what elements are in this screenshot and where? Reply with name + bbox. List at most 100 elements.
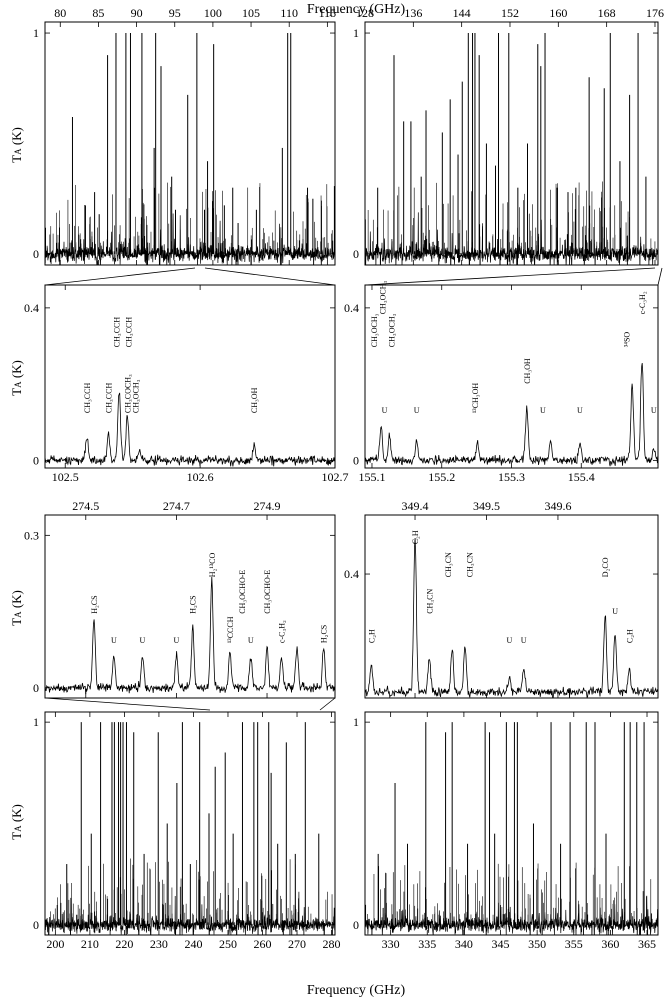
line-id-label: U xyxy=(140,636,146,645)
x-tick-label: 365 xyxy=(638,937,656,951)
y-tick-label: 1 xyxy=(353,26,359,40)
x-tick-label: 155.4 xyxy=(568,470,595,484)
x-tick-label: 349.6 xyxy=(544,499,571,513)
zoom-connector-lines xyxy=(44,267,663,711)
line-id-label: CH₃OH xyxy=(523,358,532,384)
x-tick-label: 155.1 xyxy=(358,470,385,484)
plot-area xyxy=(45,576,335,695)
plot-area xyxy=(45,722,335,935)
x-tick-label: 349.5 xyxy=(473,499,500,513)
x-tick-label: 200 xyxy=(46,937,64,951)
line-id-label: U xyxy=(111,636,117,645)
y-tick-label: 0.4 xyxy=(344,301,359,315)
ylabel-bottom-survey: TA (K) xyxy=(9,804,24,840)
x-tick-label: 128 xyxy=(356,6,374,20)
panel-frame xyxy=(44,514,336,699)
line-id-label: H₂CS xyxy=(320,625,329,643)
line-id-label: H₂CS xyxy=(90,595,99,613)
x-tick-label: 349.4 xyxy=(402,499,429,513)
y-tick-label: 0 xyxy=(353,247,359,261)
y-axis-titles: TA (K) TA (K) TA (K) TA (K) xyxy=(9,127,24,840)
line-id-label: U xyxy=(414,406,420,415)
x-tick-label: 155.2 xyxy=(428,470,455,484)
x-tick-label: 110 xyxy=(280,6,298,20)
line-id-label: D₂CO xyxy=(601,557,610,577)
x-tick-label: 80 xyxy=(54,6,66,20)
line-id-label: H₂¹³CO xyxy=(208,553,217,578)
line-id-label: CH₃OCH₃ xyxy=(131,379,140,413)
x-tick-label: 144 xyxy=(453,6,471,20)
line-id-label: U xyxy=(612,607,618,616)
line-id-label: U xyxy=(651,406,657,415)
x-tick-label: 355 xyxy=(565,937,583,951)
line-id-label: U xyxy=(382,406,388,415)
x-tick-label: 176 xyxy=(646,6,664,20)
x-tick-label: 274.7 xyxy=(163,499,190,513)
x-tick-label: 102.5 xyxy=(52,470,79,484)
y-tick-label: 0 xyxy=(33,681,39,695)
x-tick-label: 360 xyxy=(601,937,619,951)
plot-area xyxy=(365,537,658,698)
spectrum-trace xyxy=(365,362,658,467)
line-id-label: CH₃CCH xyxy=(83,383,92,414)
line-id-label: ³⁴SO xyxy=(623,332,632,348)
x-tick-label: 168 xyxy=(598,6,616,20)
x-tick-label: 102.6 xyxy=(187,470,214,484)
line-id-label: U xyxy=(577,406,583,415)
line-id-label: ¹³CCCH xyxy=(226,616,235,643)
x-tick-label: 270 xyxy=(288,937,306,951)
panel-p8: 330 335 340 345 350 355 360 365 0 1 xyxy=(353,711,659,951)
spectrum-trace xyxy=(365,537,658,698)
x-tick-label: 90 xyxy=(131,6,143,20)
y-tick-label: 0.3 xyxy=(24,528,39,542)
panel-frame xyxy=(364,711,659,936)
line-id-label: H₂CS xyxy=(189,595,198,613)
ylabel-bottom-zoom: TA (K) xyxy=(9,590,24,626)
y-tick-label: 0 xyxy=(353,918,359,932)
line-id-label: CH₃CN xyxy=(444,552,453,577)
line-id-label: CH₃COCH₃ xyxy=(123,374,132,413)
top-frequency-axis-title: Frequency (GHz) xyxy=(307,2,406,17)
panel-p2: 128 136 144 152 160 168 176 0 1 xyxy=(353,6,664,266)
line-id-label: C₂H xyxy=(411,530,420,544)
panel-frame xyxy=(364,284,659,469)
line-id-label: U xyxy=(540,406,546,415)
x-tick-label: 152 xyxy=(501,6,519,20)
x-tick-label: 85 xyxy=(92,6,104,20)
y-tick-label: 0 xyxy=(353,453,359,467)
y-tick-label: 0.4 xyxy=(344,567,359,581)
line-id-label: CH₃CCH xyxy=(125,317,134,348)
line-id-label: ¹³CH₃OH xyxy=(471,383,480,413)
panel-frame xyxy=(44,711,336,936)
plot-area xyxy=(365,362,658,467)
plot-area xyxy=(45,33,335,265)
y-tick-label: 0 xyxy=(33,247,39,261)
line-id-label: U xyxy=(174,636,180,645)
zoom-connector xyxy=(657,267,663,286)
zoom-connector xyxy=(44,697,211,711)
line-id-label: U xyxy=(248,636,254,645)
line-id-label: CH₃OH xyxy=(250,387,259,413)
x-tick-label: 102.7 xyxy=(322,470,349,484)
x-tick-label: 105 xyxy=(242,6,260,20)
panel-frame xyxy=(364,514,659,699)
panel-frame xyxy=(44,21,336,266)
line-id-label: CH₃OCHO-E xyxy=(238,570,247,614)
x-tick-label: 95 xyxy=(169,6,181,20)
x-tick-label: 345 xyxy=(492,937,510,951)
line-id-label: CH₃OCHO-E xyxy=(263,570,272,614)
zoom-connector xyxy=(44,267,196,286)
panel-frame xyxy=(364,21,659,266)
spectrum-trace xyxy=(45,392,335,467)
noise-baseline xyxy=(45,213,335,265)
x-tick-label: 335 xyxy=(418,937,436,951)
ylabel-top-survey: TA (K) xyxy=(9,127,24,163)
x-tick-label: 350 xyxy=(528,937,546,951)
zoom-connector xyxy=(319,697,336,711)
x-tick-label: 100 xyxy=(204,6,222,20)
line-id-label: U xyxy=(506,636,512,645)
